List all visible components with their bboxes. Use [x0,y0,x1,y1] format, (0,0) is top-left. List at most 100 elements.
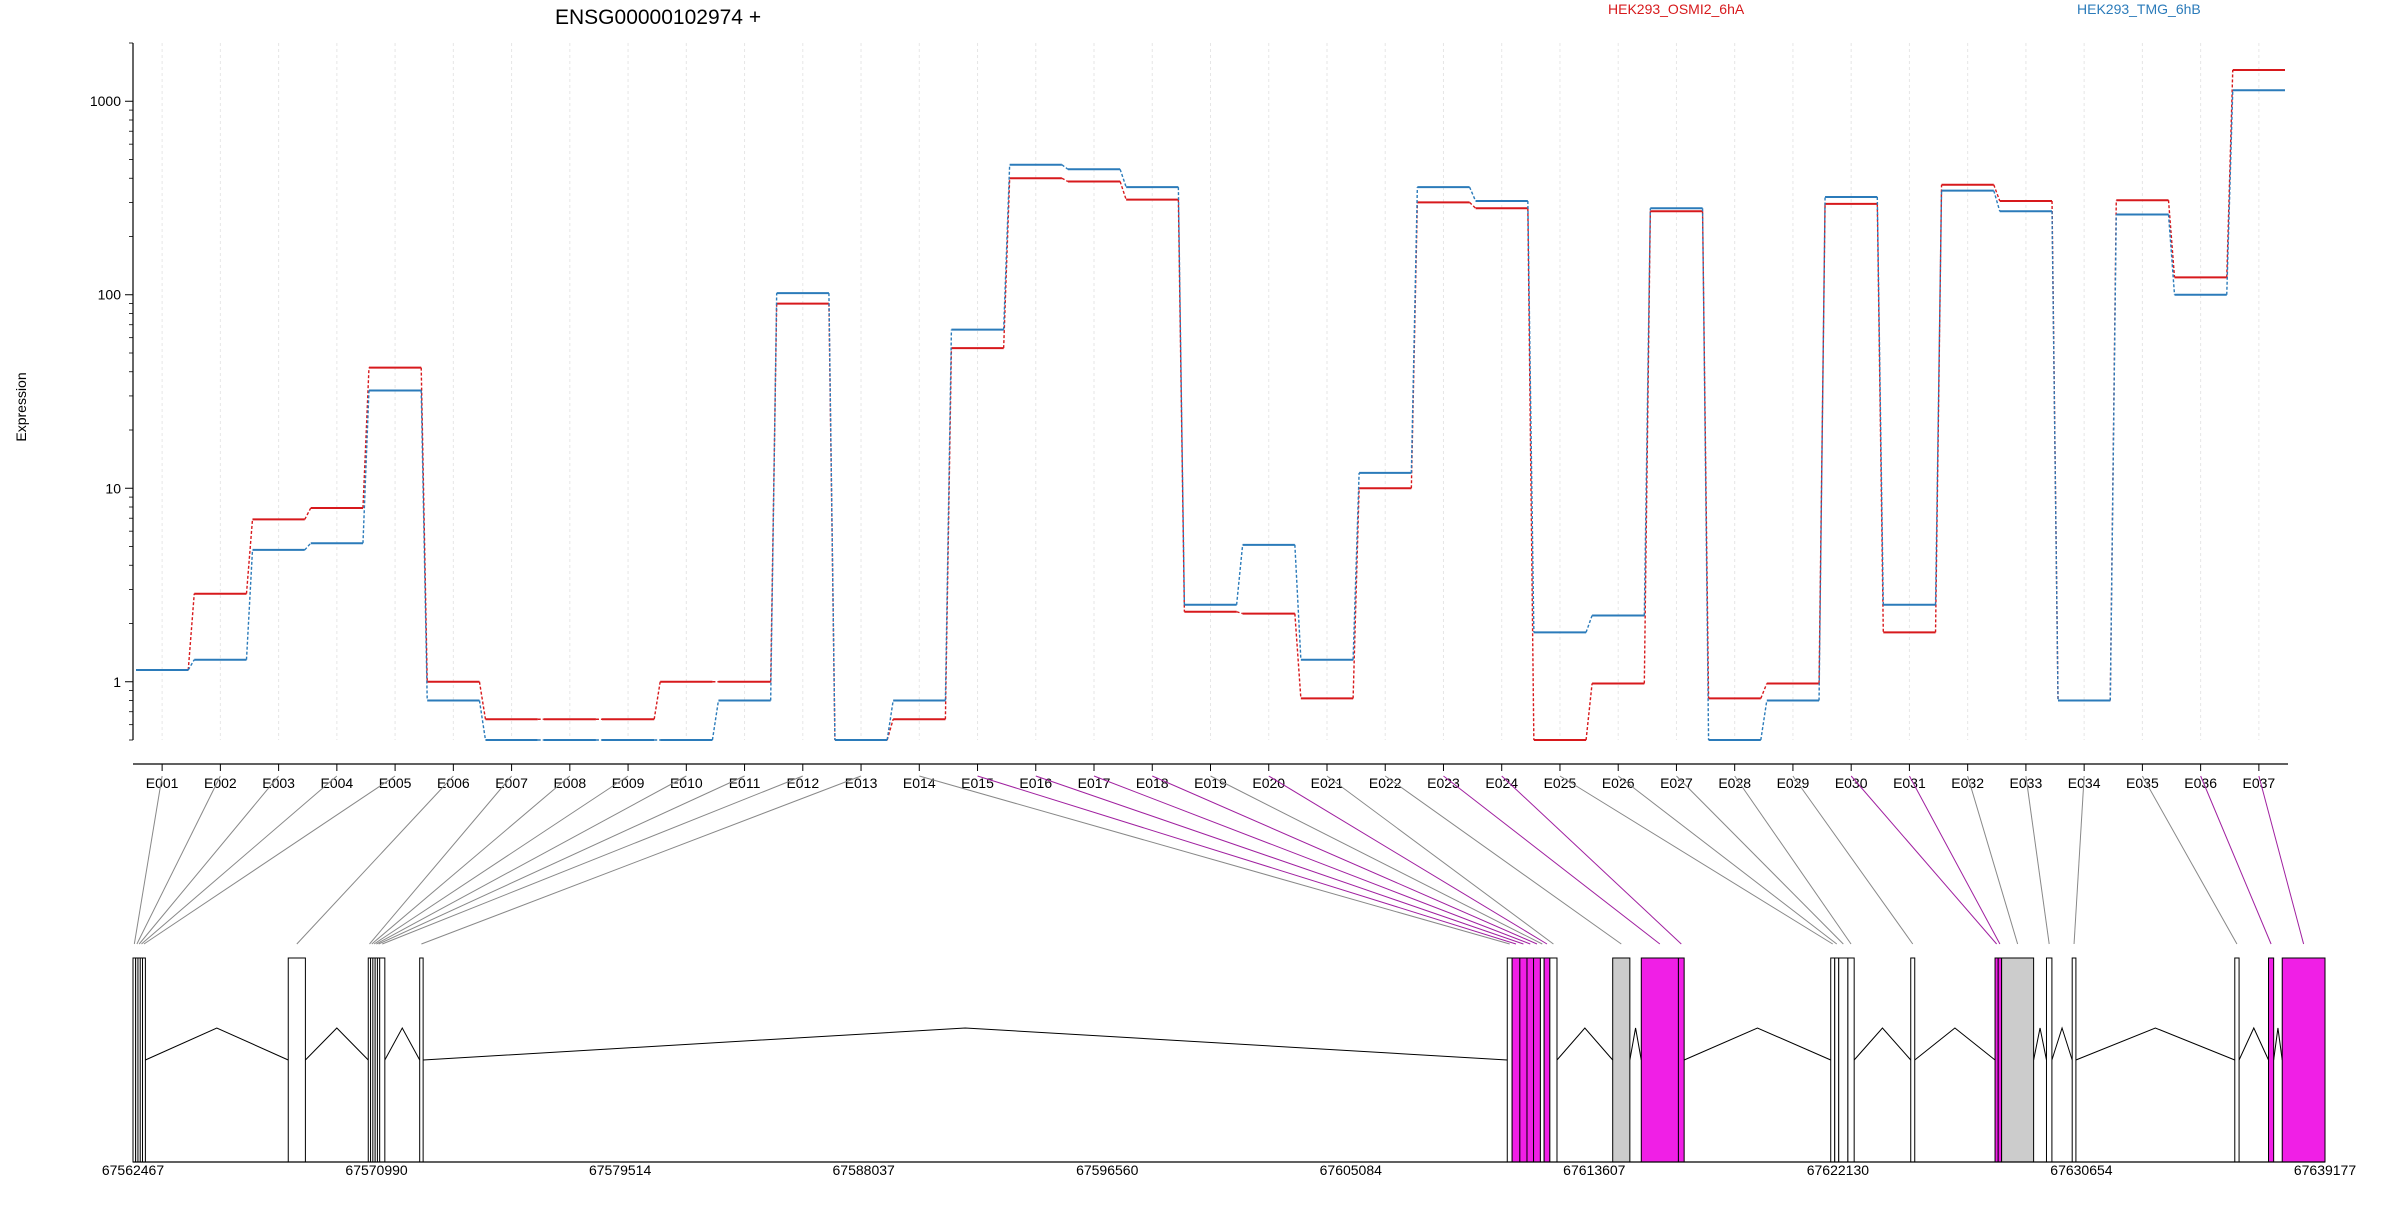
connector-E029 [1792,775,1914,945]
series-HEK293_OSMI2_6hA-link [1585,683,1593,741]
exon-box-E006 [287,957,306,1163]
connector-E008 [371,775,571,945]
connector-E012 [382,775,803,945]
exon-box-E019 [1539,957,1545,1163]
exon-box-E032 [2001,957,2035,1163]
series-HEK293_OSMI2_6hA-link [1876,203,1884,633]
connector-E021 [1326,775,1554,945]
series-HEK293_TMG_6hB-link [2109,214,2117,701]
x-tick-label-E031: E031 [1893,775,1926,791]
series-HEK293_OSMI2_6hA-link [420,367,428,682]
genomic-tick-label-67588037: 67588037 [833,1162,896,1178]
x-tick-label-E019: E019 [1194,775,1227,791]
intron-line [305,1027,369,1061]
series-HEK293_OSMI2_6hA-link [769,303,778,682]
x-tick-label-E008: E008 [553,775,586,791]
x-tick-label-E002: E002 [204,775,237,791]
x-tick-label-E004: E004 [320,775,353,791]
connector-E006 [296,775,454,945]
exon-box-E024 [1677,957,1685,1163]
intron-line [2238,1026,2269,1061]
x-tick-label-E015: E015 [961,775,994,791]
series-HEK293_OSMI2_6hA-link [1643,211,1652,684]
x-tick-label-E011: E011 [729,775,761,791]
series-HEK293_TMG_6hB-link [304,542,312,551]
connector-E009 [373,775,629,945]
series-HEK293_OSMI2_6hA-link [478,681,487,720]
connector-E019 [1210,775,1543,945]
exon-box-E023 [1640,957,1679,1163]
series-HEK293_OSMI2_6hA-link [187,593,195,671]
series-HEK293_TMG_6hB-link [1410,187,1419,473]
exon-box-E022 [1612,957,1631,1163]
intron-line [1683,1027,1831,1061]
series-HEK293_OSMI2_6hA-link [828,303,836,741]
series-HEK293_TMG_6hB-link [1701,208,1710,741]
series-HEK293_TMG_6hB-link [1002,164,1011,330]
x-tick-label-E016: E016 [1019,775,1052,791]
exon-box-E017 [1526,957,1535,1163]
genomic-tick-label-67562467: 67562467 [102,1162,165,1178]
x-tick-label-E028: E028 [1718,775,1751,791]
y-tick-label-100: 100 [98,287,122,303]
series-HEK293_TMG_6hB-link [478,700,487,741]
series-HEK293_TMG_6hB [136,89,2285,741]
x-tick-label-E029: E029 [1777,775,1810,791]
series-HEK293_TMG_6hB-link [886,700,894,741]
series-HEK293_OSMI2_6hA-link [1993,184,2001,202]
x-tick-label-E027: E027 [1660,775,1693,791]
series-HEK293_OSMI2_6hA-link [1294,613,1302,699]
series-HEK293_OSMI2_6hA-link [2167,200,2176,278]
genomic-axis: 67562467 67570990 67579514 67588037 67596560… [102,1161,2356,1178]
exon-box-E021 [1549,957,1558,1163]
connector-E035 [2141,775,2238,945]
connector-E001 [133,775,163,945]
x-tick-label-E001: E001 [146,775,179,791]
connector-E015 [977,775,1517,945]
exon-box-E012 [379,957,386,1163]
legend-label-osmi: HEK293_OSMI2_6hA [1608,1,1745,17]
x-tick-label-E033: E033 [2010,775,2043,791]
series-HEK293_TMG_6hB-link [2167,214,2176,295]
connector-E011 [378,775,745,945]
intron-line [1556,1027,1614,1061]
x-tick-label-E035: E035 [2126,775,2159,791]
x-tick-label-E006: E006 [437,775,470,791]
y-axis-label: Expression [13,372,29,441]
connector-E037 [2258,775,2305,945]
connector-E036 [2200,775,2272,945]
chart-title: ENSG00000102974 + [555,6,761,29]
series-HEK293_OSMI2_6hA-link [1701,211,1710,699]
y-tick-label-10: 10 [105,480,121,496]
x-tick-label-E032: E032 [1951,775,1984,791]
connector-E033 [2025,775,2050,945]
x-tick-label-E005: E005 [379,775,412,791]
connector-E032 [1967,775,2019,945]
genomic-tick-label-67613607: 67613607 [1563,1162,1626,1178]
gene-model [132,957,2326,1163]
intron-line [1853,1027,1912,1061]
connector-E014 [919,775,1510,945]
connector-E004 [141,775,338,945]
series-HEK293_TMG_6hB-link [2051,211,2059,701]
exon-box-E036 [2268,957,2275,1163]
series-HEK293_OSMI2_6hA-link [886,719,894,741]
series-HEK293_OSMI2_6hA-link [362,367,370,509]
series-HEK293_TMG_6hB-link [1876,196,1884,605]
y-tick-label-1: 1 [113,674,121,690]
legend-label-tmg: HEK293_TMG_6hB [2077,1,2201,17]
exon-box-E037 [2281,957,2326,1163]
exon-box-E031 [1997,957,2003,1163]
connector-E016 [1035,775,1524,945]
series-HEK293_TMG_6hB-link [1643,208,1652,616]
x-tick-label-E013: E013 [845,775,878,791]
exon-box-E027 [1838,957,1849,1163]
series-HEK293_OSMI2_6hA-link [1177,199,1186,612]
exon-box-E033 [2045,957,2053,1163]
series-HEK293_TMG_6hB-link [1061,164,1069,170]
series-HEK293_TMG_6hB-link [1585,615,1593,633]
connector-E023 [1443,775,1661,945]
series-HEK293_TMG_6hB-link [769,293,778,701]
series-HEK293_TMG_6hB-link [1760,700,1768,741]
intron-line [423,1027,1508,1061]
